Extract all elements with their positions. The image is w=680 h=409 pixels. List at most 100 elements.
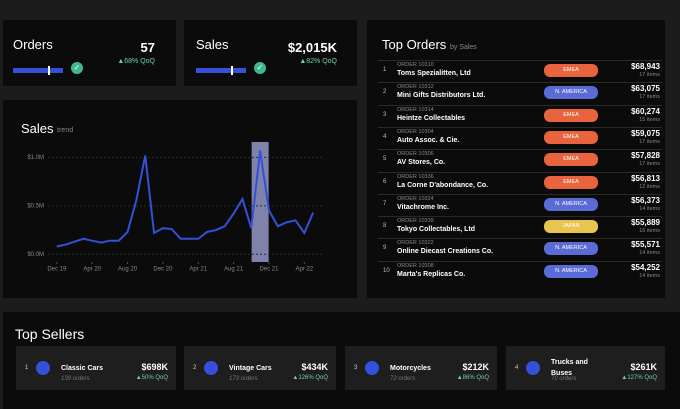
order-sales: $68,943 bbox=[631, 62, 660, 71]
kpi-change: ▲68% QoQ bbox=[117, 58, 155, 65]
region-pill: JAPAN bbox=[544, 220, 598, 234]
order-id: ORDER 10304 bbox=[397, 128, 434, 135]
seller-icon bbox=[365, 361, 379, 375]
region-pill: EMEA bbox=[544, 153, 598, 167]
x-tick-label: Aug 21 bbox=[224, 267, 244, 273]
rank: 8 bbox=[383, 223, 387, 230]
region-pill: EMEA bbox=[544, 64, 598, 77]
seller-name: Trucks and Buses bbox=[551, 359, 588, 377]
rank: 7 bbox=[383, 200, 387, 207]
sales-chart: Sales trend $0.0M $0.5M $1.0M Dec 19 Apr 20 A… bbox=[21, 121, 322, 273]
y-tick-label: $0.0M bbox=[27, 252, 44, 258]
customer: Tokyo Collectables, Ltd bbox=[397, 226, 476, 234]
title: Sales bbox=[21, 121, 54, 136]
order-id: ORDER 10322 bbox=[397, 240, 434, 247]
order-sales: $63,075 bbox=[631, 84, 660, 94]
customer: Heintze Collectables bbox=[397, 114, 466, 122]
line bbox=[56, 150, 315, 248]
order-sales: $59,075 bbox=[631, 128, 660, 138]
order-sales: $55,571 bbox=[631, 240, 660, 250]
region-pill: EMEA bbox=[544, 175, 598, 189]
seller-change: ▲86% QoQ bbox=[456, 375, 489, 381]
order-id: ORDER 10310 bbox=[397, 62, 434, 68]
chart-title: Sales trend bbox=[21, 121, 73, 136]
row-divider bbox=[378, 193, 662, 195]
rank: 4 bbox=[383, 133, 387, 140]
order-items: 14 items bbox=[639, 250, 660, 257]
customer: Auto Assoc. & Cie. bbox=[397, 136, 460, 144]
rank: 9 bbox=[383, 245, 387, 252]
orders-panel bbox=[367, 20, 665, 298]
region-pill: N. AMERICA bbox=[544, 242, 598, 256]
order-sales: $56,813 bbox=[631, 173, 660, 183]
rank: 2 bbox=[383, 89, 387, 96]
x-tick-label: Aug 20 bbox=[118, 267, 138, 273]
seller-change: ▲50% QoQ bbox=[135, 375, 168, 381]
seller-change: ▲126% QoQ bbox=[292, 375, 328, 381]
rank: 6 bbox=[383, 178, 387, 185]
x-tick-label: Dec 21 bbox=[259, 267, 279, 273]
kpi-value: $2,015K bbox=[287, 40, 337, 55]
progress-marker bbox=[231, 66, 233, 75]
row-divider bbox=[378, 82, 662, 84]
row-divider bbox=[378, 126, 662, 128]
region-pill: N. AMERICA bbox=[544, 197, 598, 211]
seller-name: Vintage Cars bbox=[229, 365, 272, 372]
order-sales: $54,252 bbox=[631, 262, 660, 272]
kpi-panel bbox=[184, 20, 357, 86]
chart-panel bbox=[3, 100, 357, 298]
progress-marker bbox=[48, 66, 50, 75]
order-items: 12 items bbox=[639, 183, 660, 190]
progress-bar bbox=[13, 68, 63, 73]
subtitle: trend bbox=[57, 127, 73, 134]
order-items: 17 items bbox=[639, 72, 660, 78]
kpi-value: 57 bbox=[140, 40, 155, 55]
highlight-band bbox=[251, 142, 269, 262]
order-items: 17 items bbox=[639, 161, 660, 168]
order-items: 15 items bbox=[639, 116, 660, 123]
region-pill: EMEA bbox=[544, 130, 598, 144]
check-icon: ✓ bbox=[71, 62, 83, 74]
rank: 10 bbox=[383, 267, 390, 274]
kpi-title: Orders bbox=[13, 37, 53, 52]
seller-icon bbox=[204, 361, 218, 375]
order-id: ORDER 10312 bbox=[397, 84, 434, 91]
seller-orders: 139 orders bbox=[61, 376, 90, 382]
customer: Vitachrome Inc. bbox=[397, 203, 450, 211]
seller-rank: 1 bbox=[25, 365, 29, 371]
title: Top Orders bbox=[382, 37, 447, 52]
order-id: ORDER 10314 bbox=[397, 106, 434, 113]
seller-rank: 2 bbox=[193, 365, 197, 371]
customer: La Corne D'abondance, Co. bbox=[397, 181, 489, 189]
region-pill: N. AMERICA bbox=[544, 264, 598, 278]
rank: 3 bbox=[383, 111, 387, 118]
seller-orders: 70 orders bbox=[551, 376, 577, 382]
seller-sales: $698K bbox=[141, 362, 168, 372]
order-sales: $56,373 bbox=[631, 195, 660, 205]
x-tick-label: Dec 20 bbox=[153, 267, 173, 273]
rank: 5 bbox=[383, 156, 387, 163]
region-pill: N. AMERICA bbox=[544, 86, 598, 100]
y-tick-label: $1.0M bbox=[27, 155, 44, 161]
row-divider bbox=[378, 104, 662, 106]
seller-rank: 4 bbox=[515, 365, 519, 371]
seller-rank: 3 bbox=[354, 365, 358, 371]
sellers-title: Top Sellers bbox=[15, 326, 85, 342]
row-divider bbox=[378, 260, 662, 262]
progress-bar bbox=[196, 68, 246, 73]
x-tick-label: Apr 22 bbox=[295, 267, 313, 273]
order-id: ORDER 10308 bbox=[397, 262, 434, 269]
order-sales: $60,274 bbox=[631, 106, 660, 116]
order-items: 16 items bbox=[639, 228, 660, 235]
seller-name: Motorcycles bbox=[390, 365, 431, 372]
x-tick-label: Apr 20 bbox=[83, 267, 101, 273]
seller-sales: $261K bbox=[630, 362, 657, 372]
order-items: 14 items bbox=[639, 205, 660, 212]
seller-icon bbox=[526, 361, 540, 375]
order-id: ORDER 10336 bbox=[397, 173, 434, 180]
seller-change: ▲127% QoQ bbox=[621, 375, 657, 381]
kpi-change: ▲82% QoQ bbox=[299, 58, 337, 65]
order-items: 17 items bbox=[639, 94, 660, 101]
